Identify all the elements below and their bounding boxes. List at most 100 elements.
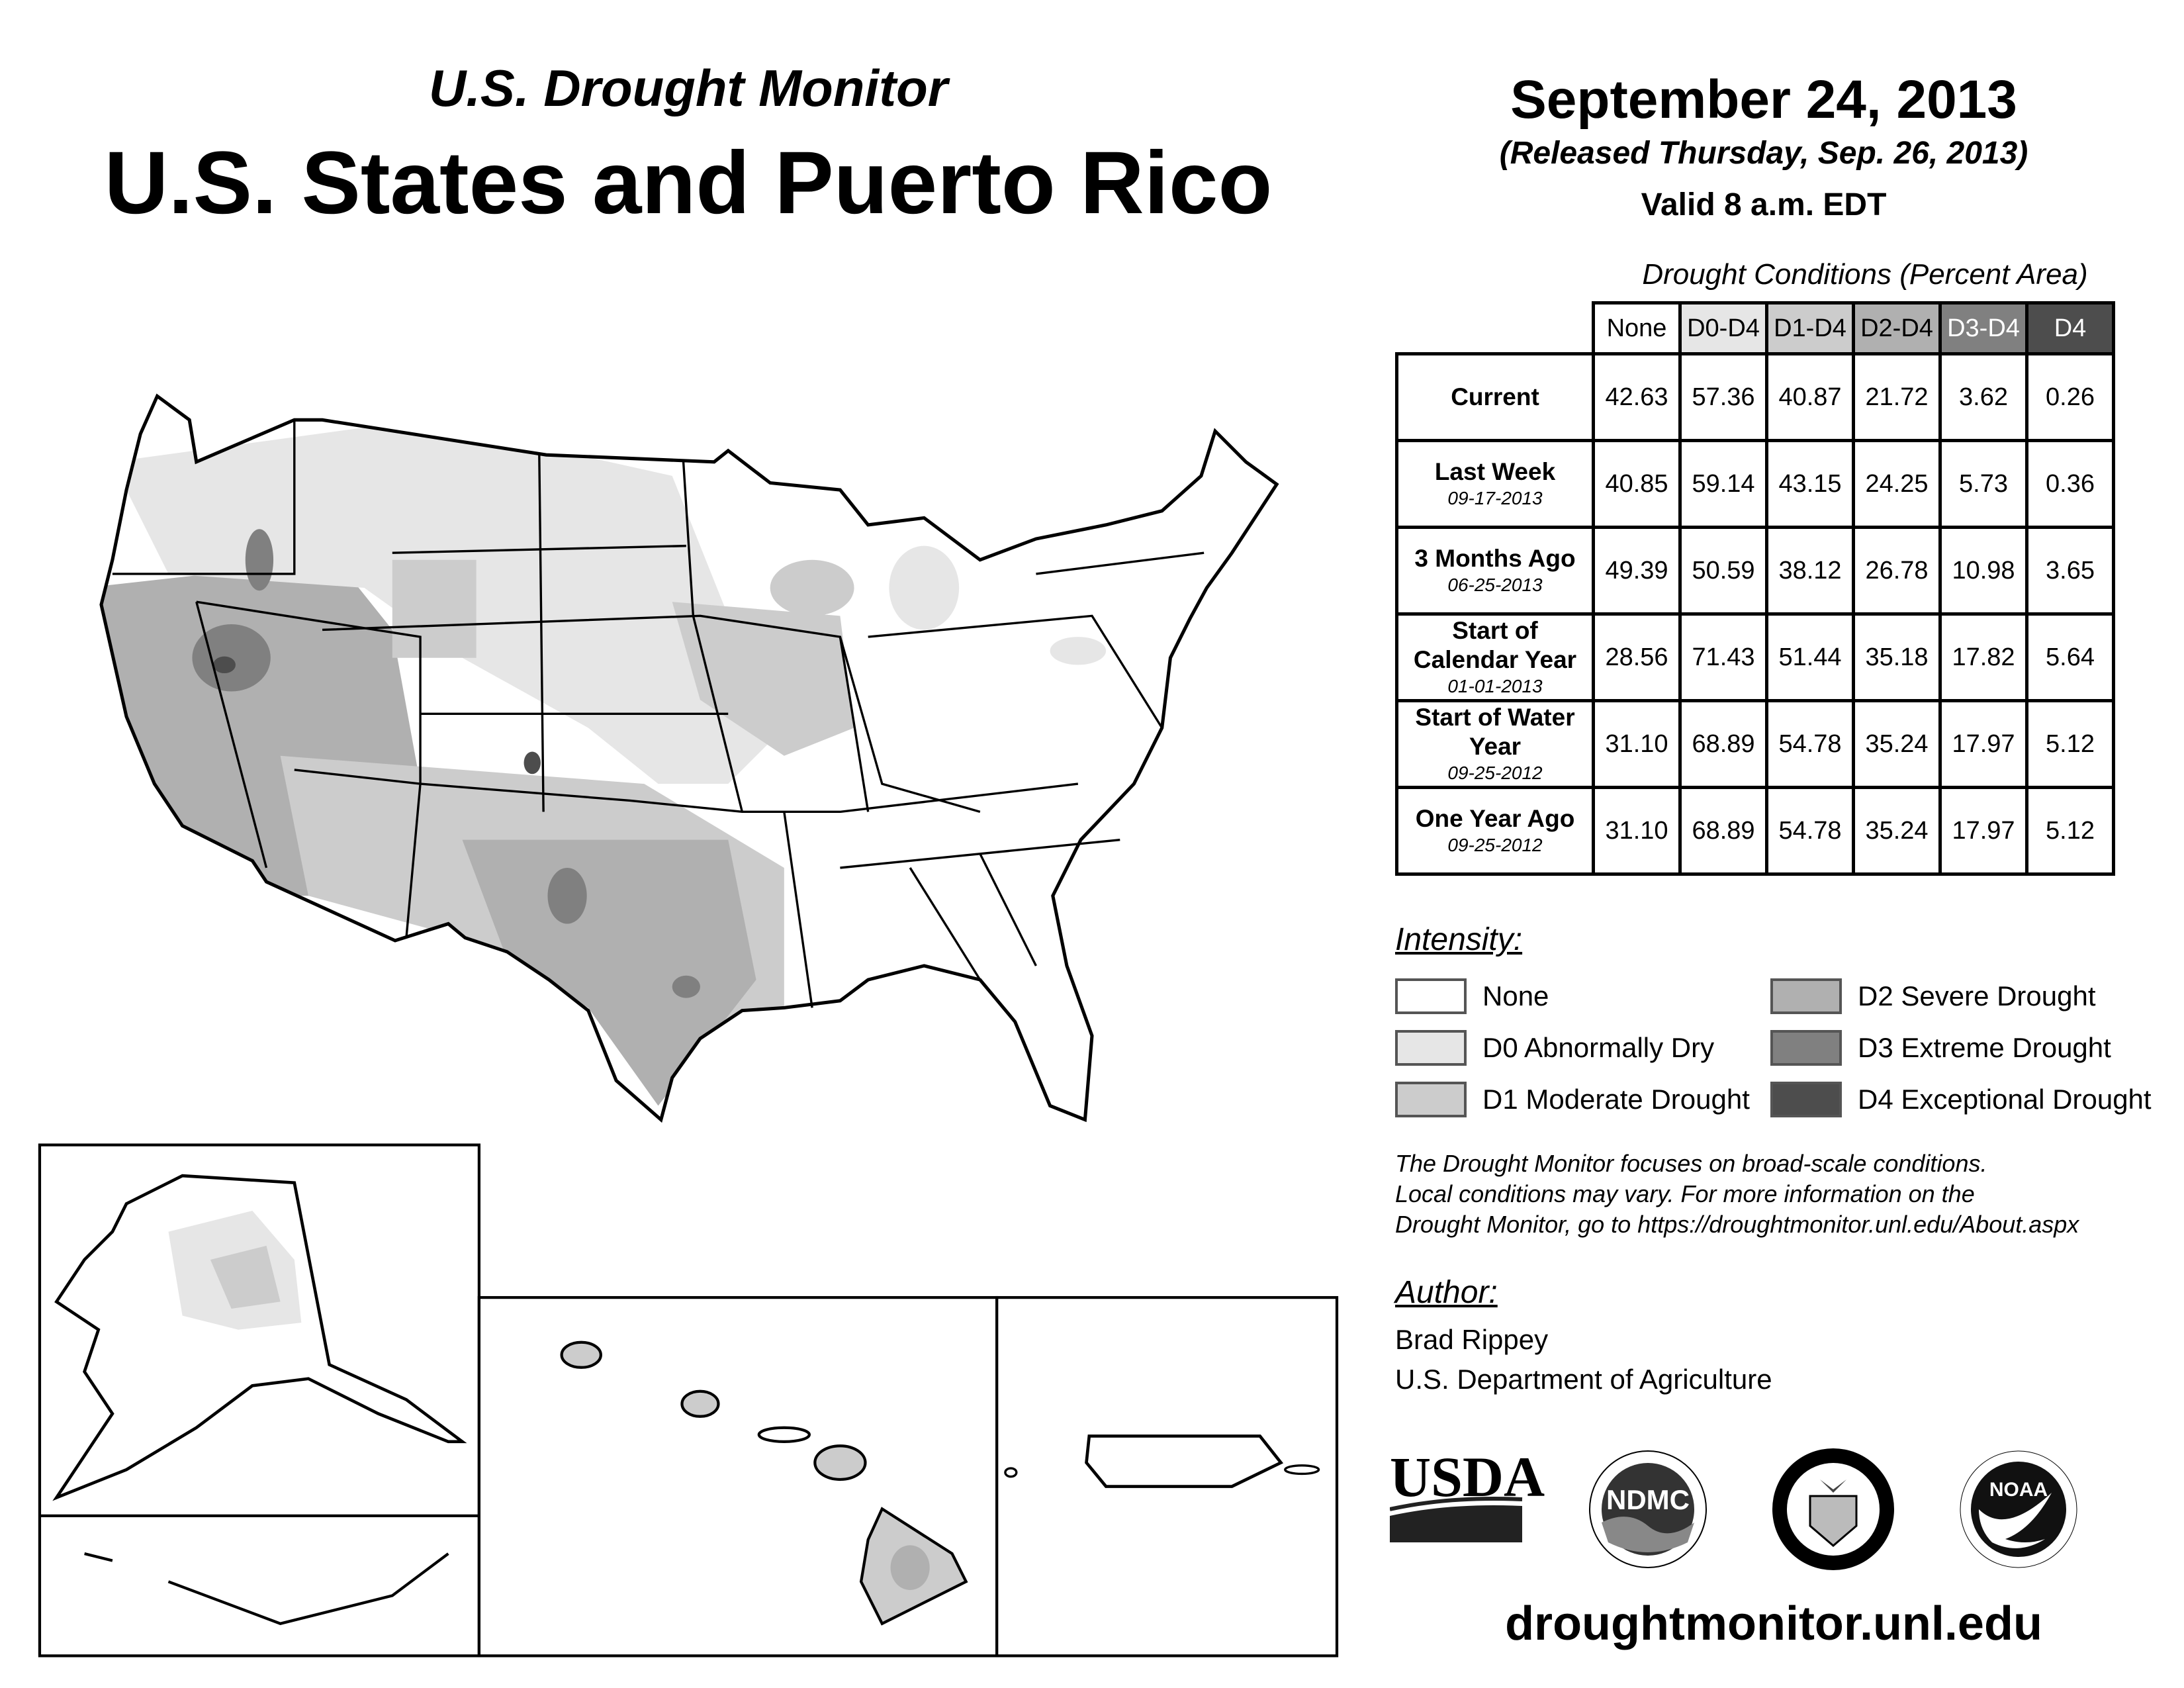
- row-date: 01-01-2013: [1447, 676, 1543, 696]
- row-date: 06-25-2013: [1447, 575, 1543, 595]
- table-cell: 10.98: [1938, 526, 2028, 616]
- table-cell: 31.10: [1592, 786, 1682, 876]
- drought-area-d3-oregon: [245, 529, 274, 591]
- legend-swatch: [1770, 978, 1842, 1014]
- table-cell: 71.43: [1678, 612, 1768, 702]
- note-line: Local conditions may vary. For more info…: [1395, 1180, 1975, 1207]
- table-cell: 17.82: [1938, 612, 2028, 702]
- disclaimer-note: The Drought Monitor focuses on broad-sca…: [1395, 1149, 2176, 1240]
- table-row: One Year Ago 09-25-2012 31.10 68.89 54.78 35.…: [1395, 786, 2115, 876]
- drought-area-d3-nevada: [192, 624, 271, 692]
- row-label-text: 3 Months Ago: [1414, 545, 1576, 572]
- author-heading: Author:: [1395, 1275, 1498, 1310]
- table-cell: 35.24: [1852, 786, 1942, 876]
- legend-item: D1 Moderate Drought: [1395, 1082, 1750, 1117]
- website-url[interactable]: droughtmonitor.unl.edu: [1505, 1597, 2042, 1650]
- drought-area-d4-nevada: [213, 656, 236, 674]
- legend-swatch: [1770, 1030, 1842, 1066]
- table-cell: 35.24: [1852, 699, 1942, 789]
- col-header-d1-d4: D1-D4: [1765, 301, 1855, 355]
- noaa-logo: NOAA: [1960, 1450, 2077, 1568]
- drought-area-d2-texas: [462, 839, 756, 1106]
- table-row: Start of Calendar Year 01-01-2013 28.56 71.…: [1395, 612, 2115, 702]
- drought-area-d1-wyoming: [392, 559, 477, 658]
- agency-logos: USDA NDMC NOAA: [1390, 1445, 2077, 1570]
- note-line: The Drought Monitor focuses on broad-sca…: [1395, 1150, 1987, 1177]
- row-label-text: Current: [1451, 383, 1539, 410]
- legend-item: None: [1395, 978, 1549, 1014]
- row-label-text: One Year Ago: [1415, 805, 1575, 832]
- table-cell: 43.15: [1765, 439, 1855, 529]
- row-date: 09-25-2012: [1447, 763, 1543, 783]
- legend-item: D0 Abnormally Dry: [1395, 1030, 1714, 1066]
- table-cell: 5.73: [1938, 439, 2028, 529]
- drought-area-d1-midwest: [672, 602, 854, 756]
- map-subtitle: U.S. Drought Monitor: [428, 59, 948, 117]
- legend-label: D2 Severe Drought: [1858, 980, 2096, 1011]
- drought-area-d3-texas: [672, 975, 700, 998]
- drought-area-d3-newmexico: [547, 867, 587, 924]
- row-label: Current: [1395, 352, 1595, 442]
- table-cell: 49.39: [1592, 526, 1682, 616]
- legend-label: D0 Abnormally Dry: [1482, 1032, 1715, 1063]
- legend-label: D1 Moderate Drought: [1482, 1084, 1750, 1115]
- table-cell: 5.12: [2025, 699, 2115, 789]
- row-date: 09-25-2012: [1447, 835, 1543, 855]
- table-cell: 51.44: [1765, 612, 1855, 702]
- col-header-none: None: [1592, 301, 1682, 355]
- legend-label: D3 Extreme Drought: [1858, 1032, 2111, 1063]
- row-label-text: Start of Calendar Year: [1413, 617, 1577, 673]
- table-row: Start of Water Year 09-25-2012 31.10 68.89 5…: [1395, 699, 2115, 789]
- commerce-seal-logo: [1772, 1448, 1894, 1570]
- note-line: Drought Monitor, go to https://droughtmo…: [1395, 1211, 2079, 1238]
- row-label: Last Week 09-17-2013: [1395, 439, 1595, 529]
- table-cell: 17.97: [1938, 699, 2028, 789]
- table-cell: 28.56: [1592, 612, 1682, 702]
- row-label-text: Last Week: [1434, 458, 1556, 485]
- row-label: Start of Calendar Year 01-01-2013: [1395, 612, 1595, 702]
- table-corner: [1396, 303, 1595, 355]
- release-date: (Released Thursday, Sep. 26, 2013): [1499, 136, 2028, 171]
- legend-item: D4 Exceptional Drought: [1770, 1082, 2152, 1117]
- author-org: U.S. Department of Agriculture: [1395, 1364, 1772, 1395]
- table-header-row: None D0-D4 D1-D4 D2-D4 D3-D4 D4: [1396, 301, 2115, 355]
- table-cell: 21.72: [1852, 352, 1942, 442]
- legend-swatch: [1395, 1030, 1467, 1066]
- drought-stats-table: None D0-D4 D1-D4 D2-D4 D3-D4 D4 Current 4…: [1395, 301, 2115, 876]
- table-cell: 35.18: [1852, 612, 1942, 702]
- svg-text:NOAA: NOAA: [1989, 1479, 2048, 1501]
- table-cell: 68.89: [1678, 786, 1768, 876]
- table-row: 3 Months Ago 06-25-2013 49.39 50.59 38.12 26.…: [1395, 526, 2115, 616]
- table-cell: 0.36: [2025, 439, 2115, 529]
- table-cell: 68.89: [1678, 699, 1768, 789]
- legend-swatch: [1395, 1082, 1467, 1117]
- table-cell: 3.65: [2025, 526, 2115, 616]
- row-label-text: Start of Water Year: [1415, 704, 1575, 760]
- table-cell: 3.62: [1938, 352, 2028, 442]
- author-name: Brad Rippey: [1395, 1324, 1549, 1355]
- aleutian-islands: [84, 1552, 449, 1625]
- puerto-rico-shape: [1085, 1434, 1284, 1488]
- legend-label: D4 Exceptional Drought: [1858, 1084, 2152, 1115]
- table-cell: 5.64: [2025, 612, 2115, 702]
- usda-logo: USDA: [1390, 1445, 1545, 1542]
- map-title: U.S. States and Puerto Rico: [104, 134, 1273, 232]
- table-cell: 38.12: [1765, 526, 1855, 616]
- drought-area-d1-wisconsin: [770, 559, 854, 616]
- legend-label: None: [1482, 980, 1549, 1011]
- map-date: September 24, 2013: [1510, 70, 2017, 130]
- table-cell: 42.63: [1592, 352, 1682, 442]
- state-boundaries: [112, 420, 1205, 1008]
- col-header-d0-d4: D0-D4: [1678, 301, 1768, 355]
- table-cell: 31.10: [1592, 699, 1682, 789]
- drought-area-d1-alaska: [210, 1245, 281, 1309]
- table-cell: 5.12: [2025, 786, 2115, 876]
- hawaii-inset: [477, 1295, 999, 1658]
- drought-area-d0-michigan: [889, 545, 960, 630]
- legend-swatch: [1395, 978, 1467, 1014]
- table-caption: Drought Conditions (Percent Area): [1642, 258, 2088, 291]
- table-row: Current 42.63 57.36 40.87 21.72 3.62 0.26: [1395, 352, 2115, 442]
- conus-map: [85, 396, 1277, 1119]
- drought-area-d0-pennsylvania: [1050, 637, 1107, 665]
